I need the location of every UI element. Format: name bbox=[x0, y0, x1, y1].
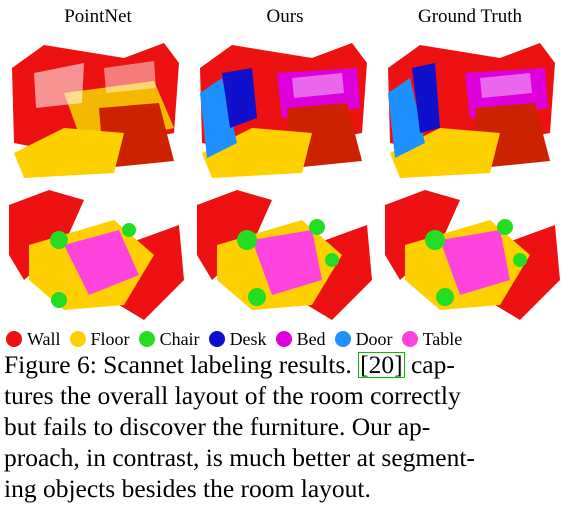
door-swatch-icon bbox=[334, 331, 351, 347]
desk-swatch-icon bbox=[208, 331, 225, 347]
legend-item-wall: Wall bbox=[6, 329, 61, 350]
scene2-ours bbox=[192, 185, 377, 325]
caption-line: Figure 6: Scannet labeling results. [20]… bbox=[4, 349, 582, 380]
chair-swatch-icon bbox=[138, 331, 155, 347]
scene1-ground-truth bbox=[380, 33, 565, 181]
legend-item-chair: Chair bbox=[138, 328, 200, 350]
legend-label: Floor bbox=[90, 328, 130, 349]
legend-item-floor: Floor bbox=[69, 328, 130, 350]
caption-line: tures the overall layout of the room cor… bbox=[4, 381, 461, 410]
scene2-pointnet bbox=[4, 185, 189, 325]
legend-item-desk: Desk bbox=[208, 328, 267, 350]
legend-item-bed: Bed bbox=[275, 328, 326, 350]
table-swatch-icon bbox=[401, 331, 418, 347]
wall-swatch-icon bbox=[6, 331, 22, 347]
caption-text: Figure 6: Scannet labeling results. bbox=[4, 350, 359, 379]
figure-caption: Figure 6: Scannet labeling results. [20]… bbox=[4, 349, 582, 504]
legend-label: Door bbox=[355, 328, 393, 349]
legend-label: Bed bbox=[296, 328, 326, 349]
scene1-pointnet bbox=[4, 33, 189, 181]
column-title-ground-truth: Ground Truth bbox=[418, 6, 522, 27]
caption-text: cap- bbox=[404, 350, 455, 379]
citation-link[interactable]: [20] bbox=[358, 350, 405, 379]
scene2-ground-truth bbox=[380, 185, 565, 325]
legend-label: Table bbox=[422, 328, 463, 349]
legend-label: Chair bbox=[159, 328, 200, 349]
legend-label: Wall bbox=[27, 328, 61, 349]
legend-label: Desk bbox=[229, 328, 267, 349]
bed-swatch-icon bbox=[275, 331, 292, 347]
caption-line: but fails to discover the furniture. Our… bbox=[4, 412, 431, 441]
scene1-ours bbox=[192, 33, 377, 181]
legend: Wall Floor Chair Desk Bed Door Table bbox=[6, 327, 584, 351]
caption-line: proach, in contrast, is much better at s… bbox=[4, 443, 475, 472]
floor-swatch-icon bbox=[69, 331, 86, 347]
legend-item-door: Door bbox=[334, 328, 393, 350]
caption-line: ing objects besides the room layout. bbox=[4, 474, 371, 503]
legend-item-table: Table bbox=[401, 328, 463, 350]
column-title-ours: Ours bbox=[266, 6, 304, 27]
column-title-pointnet: PointNet bbox=[64, 6, 132, 27]
